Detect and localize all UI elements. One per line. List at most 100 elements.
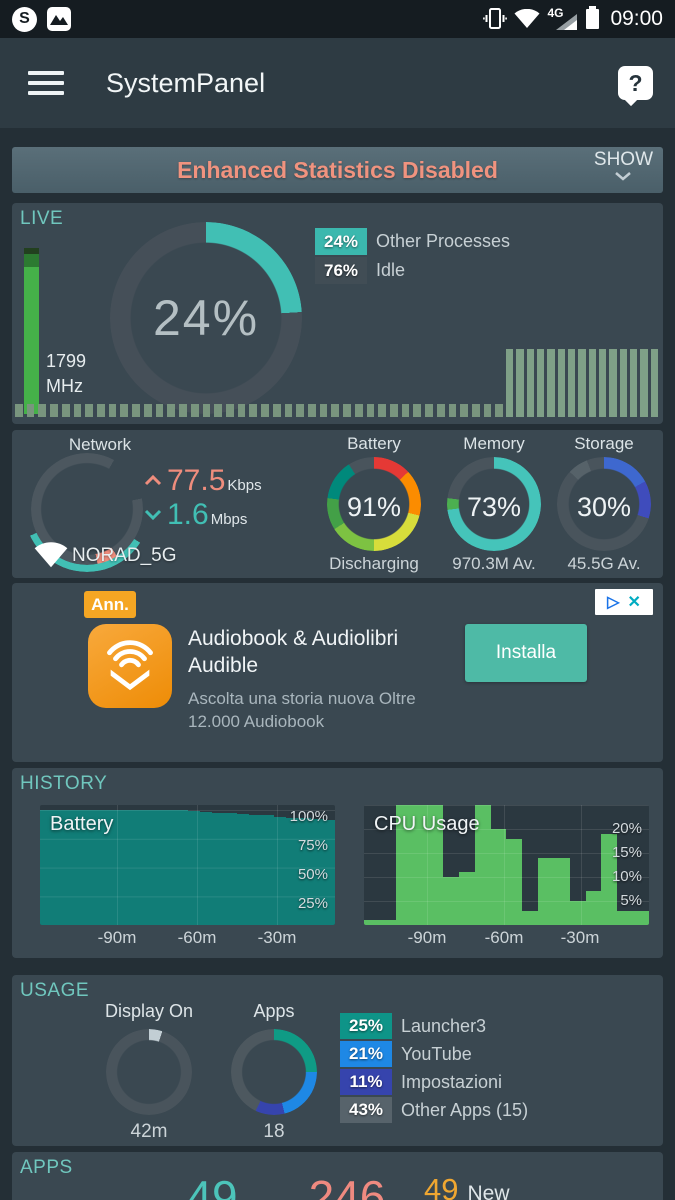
memory-ring bbox=[447, 457, 541, 551]
battery-chart-title: Battery bbox=[50, 813, 114, 835]
apps-stat-total: 246 bbox=[308, 1171, 386, 1200]
ytick-25: 25% bbox=[297, 895, 328, 912]
usage-section-label: USAGE bbox=[20, 980, 90, 1001]
live-section-label: LIVE bbox=[20, 208, 64, 229]
apps-stat-running: 49 bbox=[186, 1171, 238, 1200]
battery-status: Discharging bbox=[329, 554, 419, 573]
legend-badge: 21% bbox=[340, 1041, 392, 1067]
cpu-history-baseline bbox=[15, 404, 504, 417]
close-ad-icon[interactable]: ✕ bbox=[627, 594, 641, 611]
ytick-100: 100% bbox=[289, 808, 328, 825]
xtick: -30m bbox=[560, 928, 600, 947]
legend-badge: 43% bbox=[340, 1097, 392, 1123]
display-on-meter: Display On 42m bbox=[67, 1001, 231, 1143]
legend-label: Other Processes bbox=[376, 231, 511, 251]
legend-badge: 76% bbox=[315, 257, 367, 284]
wifi-status-icon bbox=[514, 9, 540, 28]
storage-meter-label: Storage bbox=[574, 434, 634, 453]
banner-title: Enhanced Statistics Disabled bbox=[177, 157, 498, 183]
legend-row-impostazioni: 11% Impostazioni bbox=[340, 1069, 528, 1095]
gallery-notification-icon bbox=[47, 7, 71, 31]
new-apps-label: New bbox=[467, 1182, 510, 1200]
cpu-bar-series bbox=[364, 805, 649, 925]
legend-row-idle: 76% Idle bbox=[315, 257, 510, 284]
enhanced-statistics-banner[interactable]: Enhanced Statistics Disabled SHOW bbox=[12, 147, 663, 193]
cpu-history-chart: CPU Usage 20% 15% 10% 5% bbox=[364, 805, 649, 925]
down-chevron-icon bbox=[144, 509, 162, 520]
history-section-label: HISTORY bbox=[20, 773, 108, 794]
vibrate-icon bbox=[483, 8, 508, 29]
ad-badge: Ann. bbox=[84, 591, 136, 618]
ytick-50: 50% bbox=[297, 866, 328, 883]
xtick: -90m bbox=[97, 928, 137, 947]
clock: 09:00 bbox=[610, 7, 663, 30]
memory-meter-label: Memory bbox=[463, 434, 525, 453]
battery-history-chart: Battery 100% 75% 50% 25% bbox=[40, 805, 335, 925]
help-icon[interactable]: ? bbox=[618, 66, 653, 107]
storage-meter: Storage 30% 45.5G Av. bbox=[534, 434, 674, 574]
ssid-label: NORAD_5G bbox=[72, 544, 177, 566]
show-button[interactable]: SHOW bbox=[594, 149, 653, 181]
battery-status-icon bbox=[586, 6, 600, 29]
legend-row-other-apps: 43% Other Apps (15) bbox=[340, 1097, 528, 1123]
new-apps-count: 49 bbox=[424, 1172, 459, 1200]
page-title: SystemPanel bbox=[106, 67, 266, 98]
ytick-20: 20% bbox=[611, 820, 642, 837]
ad-card[interactable]: Ann. ▷ ✕ Audiobook & Audiolibri Audible … bbox=[12, 583, 663, 762]
download-value: 1.6 bbox=[167, 498, 209, 531]
network-type-label: 4G bbox=[547, 6, 564, 20]
legend-label: Idle bbox=[376, 260, 406, 280]
legend-label: YouTube bbox=[401, 1043, 472, 1064]
apps-section-label: APPS bbox=[20, 1157, 73, 1178]
cpu-legend: 24% Other Processes 76% Idle bbox=[315, 228, 510, 286]
legend-label: Impostazioni bbox=[401, 1071, 503, 1092]
storage-available: 45.5G Av. bbox=[567, 554, 641, 573]
app-bar: SystemPanel ? bbox=[0, 38, 675, 128]
upload-value: 77.5 bbox=[167, 464, 226, 497]
xtick: -60m bbox=[177, 928, 217, 947]
audible-app-icon[interactable] bbox=[88, 624, 172, 708]
ad-description: Ascolta una storia nuova Oltre 12.000 Au… bbox=[188, 687, 416, 733]
ad-desc-line1: Ascolta una storia nuova Oltre bbox=[188, 689, 416, 708]
cpu-history-bars bbox=[506, 349, 658, 417]
menu-icon[interactable] bbox=[28, 65, 64, 101]
storage-value: 30% bbox=[576, 491, 632, 522]
freq-unit: MHz bbox=[46, 376, 83, 396]
network-download: 1.6 Mbps bbox=[144, 498, 247, 532]
ad-title: Audiobook & Audiolibri Audible bbox=[188, 625, 398, 679]
storage-ring bbox=[557, 457, 651, 551]
battery-area-series bbox=[40, 805, 335, 925]
apps-usage-value: 18 bbox=[263, 1121, 285, 1142]
ytick-10: 10% bbox=[611, 868, 642, 885]
freq-number: 1799 bbox=[46, 351, 87, 371]
cpu-frequency-bar bbox=[24, 248, 39, 414]
legend-badge: 11% bbox=[340, 1069, 392, 1095]
battery-meter-label: Battery bbox=[347, 434, 401, 453]
adchoices-control[interactable]: ▷ ✕ bbox=[595, 589, 653, 615]
display-on-ring bbox=[106, 1029, 192, 1115]
memory-available: 970.3M Av. bbox=[452, 554, 536, 573]
apps-usage-ring bbox=[231, 1029, 317, 1115]
battery-meter: Battery 91% Discharging bbox=[304, 434, 444, 574]
ytick-75: 75% bbox=[297, 837, 328, 854]
status-bar: S 4G 09:00 bbox=[0, 0, 675, 38]
ad-title-line1: Audiobook & Audiolibri bbox=[188, 627, 399, 650]
apps-stat-new: 49 New bbox=[424, 1172, 510, 1200]
legend-row-other-processes: 24% Other Processes bbox=[315, 228, 510, 255]
legend-badge: 24% bbox=[315, 228, 367, 255]
network-upload: 77.5 Kbps bbox=[144, 464, 262, 498]
memory-value: 73% bbox=[466, 491, 522, 522]
adchoices-icon[interactable]: ▷ bbox=[607, 594, 620, 611]
live-card: LIVE 1799 MHz 24% 24% Other Processes 76… bbox=[12, 203, 663, 424]
display-on-value: 42m bbox=[130, 1121, 168, 1142]
apps-usage-label: Apps bbox=[253, 1001, 295, 1021]
legend-label: Other Apps (15) bbox=[401, 1099, 529, 1120]
statusbar-right: 4G 09:00 bbox=[483, 6, 663, 32]
skype-notification-icon: S bbox=[12, 6, 37, 32]
install-button[interactable]: Installa bbox=[465, 624, 587, 682]
display-on-label: Display On bbox=[104, 1001, 194, 1021]
ytick-5: 5% bbox=[620, 892, 642, 909]
legend-label: Launcher3 bbox=[401, 1015, 487, 1036]
chevron-down-icon bbox=[615, 172, 632, 181]
legend-badge: 25% bbox=[340, 1013, 392, 1039]
